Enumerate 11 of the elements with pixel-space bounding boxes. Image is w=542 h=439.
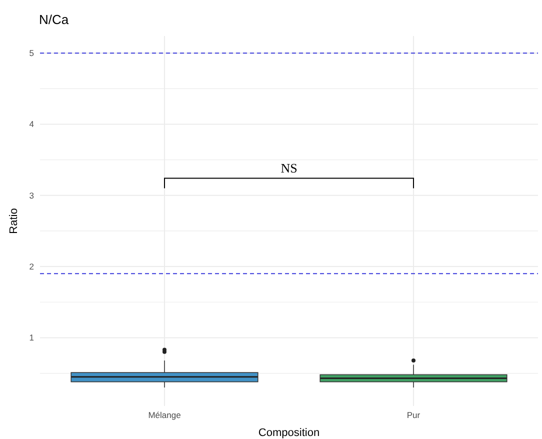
y-tick-label: 3 [29, 190, 34, 200]
annotation: NS [280, 160, 298, 176]
y-tick-label: 5 [29, 48, 34, 58]
y-tick-label: 2 [29, 262, 34, 272]
y-tick-label: 1 [29, 332, 34, 343]
x-tick-label: Pur [406, 410, 420, 420]
chart-title: N/Ca [39, 12, 70, 27]
x-axis-title: Composition [258, 427, 320, 439]
x-tick-label: Mélange [148, 410, 182, 420]
y-axis-title: Ratio [8, 208, 20, 234]
y-tick-label: 4 [29, 119, 34, 130]
